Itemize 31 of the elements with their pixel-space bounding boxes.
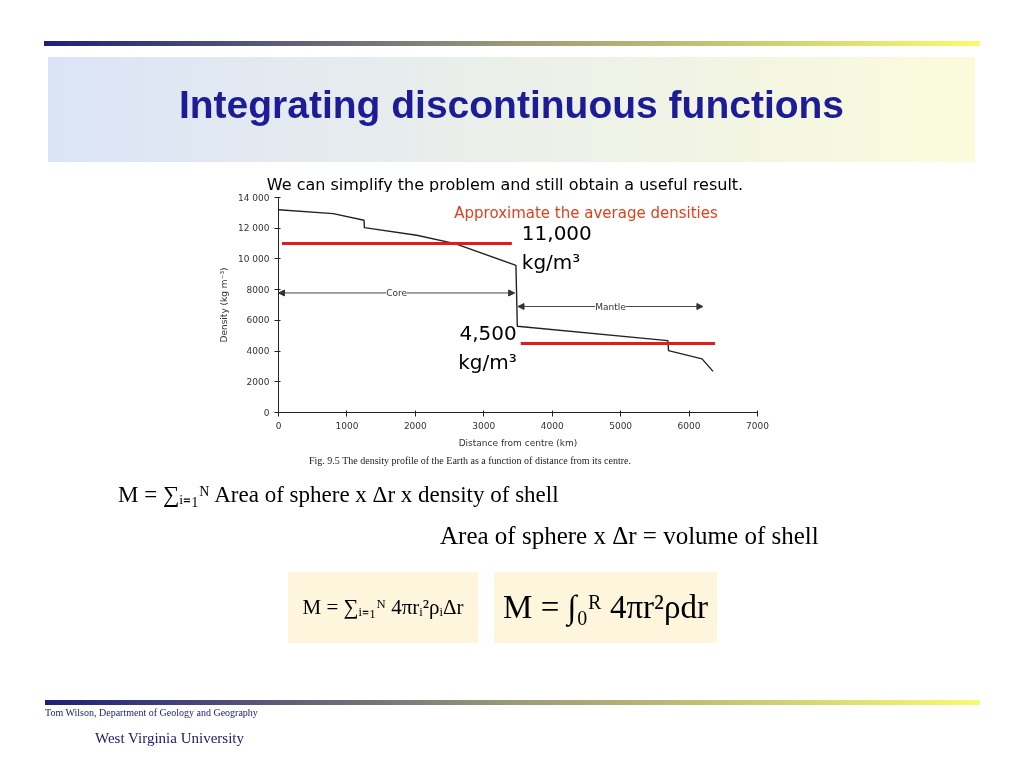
y-tick-label: 2000 [246, 376, 270, 387]
annotation: Mantle [595, 301, 627, 312]
y-tick-label: 6000 [246, 315, 270, 326]
x-tick-label: 5000 [609, 420, 633, 431]
x-tick-label: 3000 [472, 420, 496, 431]
annotation: 4,500 kg/m³ [458, 320, 517, 374]
x-tick-label: 7000 [746, 420, 770, 431]
text: Tom Wilson, Department of Geology and Geography [45, 707, 258, 719]
y-axis-title: Density (kg m⁻³) [219, 267, 230, 343]
caption: Fig. 9.5 The density profile of the Earth as a function of distance from its centre. [308, 455, 632, 467]
text: West Virginia University [95, 729, 244, 747]
x-tick-label: 2000 [403, 420, 428, 431]
annotation: 11,000 kg/m³ [521, 221, 592, 274]
chart-title: Integrating discontinuous functions [177, 83, 846, 127]
x-tick-label: 0 [275, 420, 282, 431]
y-tick-label: 8000 [246, 284, 270, 295]
annotation: Approximate the average densities [454, 203, 718, 222]
text: M = ∑ᵢ₌₁ᴺ Area of sphere x Δr x density of shell [118, 482, 559, 508]
x-tick-label: 6000 [677, 420, 701, 431]
y-tick-label: 12 000 [238, 223, 270, 234]
x-tick-label: 1000 [335, 420, 359, 431]
text: M = ∑ᵢ₌₁ᴺ 4πrᵢ²ρᵢΔr [288, 572, 478, 643]
y-tick-label: 4000 [246, 346, 270, 357]
annotation: Core [386, 287, 408, 298]
y-tick-label: 10 000 [238, 253, 270, 264]
y-tick-label: 14 000 [238, 192, 270, 203]
x-axis-title: Distance from centre (km) [458, 437, 578, 448]
text: M = ∫₀ᴿ 4πr²ρdr [494, 572, 717, 643]
y-tick-label: 0 [263, 407, 270, 418]
text: Area of sphere x Δr = volume of shell [440, 522, 819, 550]
x-tick-label: 4000 [540, 420, 564, 431]
